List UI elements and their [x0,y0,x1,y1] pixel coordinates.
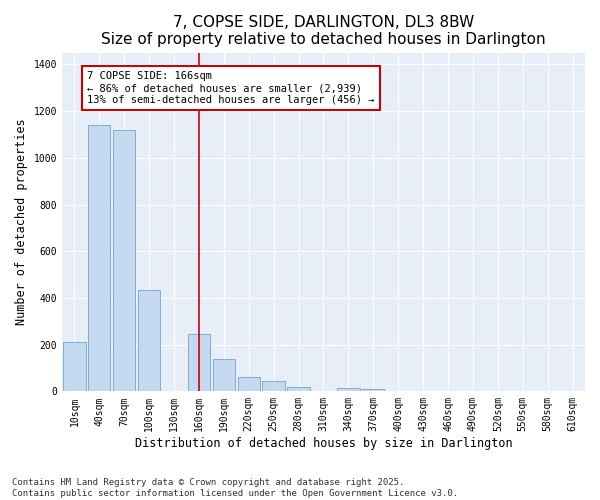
Bar [212,358,235,392]
Bar [362,389,385,392]
Bar [188,334,210,392]
Bar [63,342,86,392]
Bar [287,386,310,392]
X-axis label: Distribution of detached houses by size in Darlington: Distribution of detached houses by size … [134,437,512,450]
Bar [262,381,285,392]
Bar [238,378,260,392]
Text: Contains HM Land Registry data © Crown copyright and database right 2025.
Contai: Contains HM Land Registry data © Crown c… [12,478,458,498]
Bar [113,130,136,392]
Text: 7 COPSE SIDE: 166sqm
← 86% of detached houses are smaller (2,939)
13% of semi-de: 7 COPSE SIDE: 166sqm ← 86% of detached h… [87,72,374,104]
Bar [138,290,160,392]
Bar [337,388,359,392]
Y-axis label: Number of detached properties: Number of detached properties [15,118,28,326]
Bar [88,125,110,392]
Title: 7, COPSE SIDE, DARLINGTON, DL3 8BW
Size of property relative to detached houses : 7, COPSE SIDE, DARLINGTON, DL3 8BW Size … [101,15,546,48]
